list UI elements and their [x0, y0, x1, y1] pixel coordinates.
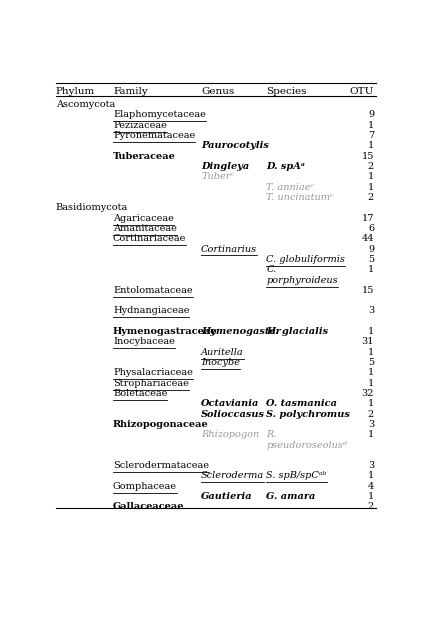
Text: C.
porphyroideus: C. porphyroideus	[266, 265, 338, 285]
Text: Scleroderma: Scleroderma	[201, 472, 264, 480]
Text: Basidiomycota: Basidiomycota	[56, 203, 128, 212]
Text: 15: 15	[362, 152, 374, 161]
Text: Sclerodermataceae: Sclerodermataceae	[113, 461, 209, 470]
Text: 4: 4	[368, 482, 374, 491]
Text: Ascomycota: Ascomycota	[56, 100, 115, 109]
Text: 1: 1	[368, 173, 374, 181]
Text: H. glacialis: H. glacialis	[266, 327, 328, 336]
Text: Inocybe: Inocybe	[201, 358, 240, 367]
Text: Amanitaceae: Amanitaceae	[113, 224, 177, 233]
Text: 2: 2	[368, 409, 374, 419]
Text: 1: 1	[368, 492, 374, 501]
Text: R.
pseudoroseolusᵈ: R. pseudoroseolusᵈ	[266, 430, 347, 450]
Text: 44: 44	[362, 234, 374, 243]
Text: 1: 1	[368, 472, 374, 480]
Text: O. tasmanica: O. tasmanica	[266, 399, 337, 408]
Text: 6: 6	[368, 224, 374, 233]
Text: 1: 1	[368, 121, 374, 130]
Text: G. amara: G. amara	[266, 492, 316, 501]
Text: Gallaceaceae: Gallaceaceae	[113, 502, 184, 511]
Text: 1: 1	[368, 183, 374, 192]
Text: 1: 1	[368, 430, 374, 439]
Text: Strophariaceae: Strophariaceae	[113, 379, 189, 388]
Text: 7: 7	[368, 131, 374, 140]
Text: 1: 1	[368, 141, 374, 150]
Text: Hymenogastraceae: Hymenogastraceae	[113, 327, 218, 336]
Text: Boletaceae: Boletaceae	[113, 389, 168, 398]
Text: 1: 1	[368, 368, 374, 378]
Text: 17: 17	[362, 214, 374, 222]
Text: Hymenogaster: Hymenogaster	[201, 327, 281, 336]
Text: Cortinariaceae: Cortinariaceae	[113, 234, 187, 243]
Text: Genus: Genus	[201, 87, 234, 96]
Text: C. globuliformis: C. globuliformis	[266, 255, 345, 264]
Text: 31: 31	[362, 338, 374, 346]
Text: Hydnangiaceae: Hydnangiaceae	[113, 307, 189, 315]
Text: S. polychromus: S. polychromus	[266, 409, 350, 419]
Text: 2: 2	[368, 193, 374, 202]
Text: 1: 1	[368, 348, 374, 357]
Text: 1: 1	[368, 379, 374, 388]
Text: 9: 9	[368, 245, 374, 254]
Text: 2: 2	[368, 502, 374, 511]
Text: Cortinarius: Cortinarius	[201, 245, 257, 254]
Text: Phylum: Phylum	[56, 87, 95, 96]
Text: Auritella: Auritella	[201, 348, 244, 357]
Text: Inocybaceae: Inocybaceae	[113, 338, 175, 346]
Text: Elaphomycetaceae: Elaphomycetaceae	[113, 110, 206, 120]
Text: Agaricaceae: Agaricaceae	[113, 214, 174, 222]
Text: 1: 1	[368, 265, 374, 274]
Text: Rhizopogon: Rhizopogon	[201, 430, 259, 439]
Text: Rhizopogonaceae: Rhizopogonaceae	[113, 420, 209, 429]
Text: 5: 5	[368, 358, 374, 367]
Text: Octaviania: Octaviania	[201, 399, 259, 408]
Text: 1: 1	[368, 399, 374, 408]
Text: Solioccasus: Solioccasus	[201, 409, 265, 419]
Text: T. uncinatumᶜ: T. uncinatumᶜ	[266, 193, 334, 202]
Text: 3: 3	[368, 307, 374, 315]
Text: 3: 3	[368, 461, 374, 470]
Text: 1: 1	[368, 327, 374, 336]
Text: Pyronemataceae: Pyronemataceae	[113, 131, 195, 140]
Text: Tuberᶜ: Tuberᶜ	[201, 173, 234, 181]
Text: OTU: OTU	[349, 87, 374, 96]
Text: Species: Species	[266, 87, 307, 96]
Text: Gomphaceae: Gomphaceae	[113, 482, 177, 491]
Text: Paurocotylis: Paurocotylis	[201, 141, 269, 150]
Text: Family: Family	[113, 87, 148, 96]
Text: Physalacriaceae: Physalacriaceae	[113, 368, 193, 378]
Text: 9: 9	[368, 110, 374, 120]
Text: Gautieria: Gautieria	[201, 492, 253, 501]
Text: T. anniaeᶜ: T. anniaeᶜ	[266, 183, 314, 192]
Text: Tuberaceae: Tuberaceae	[113, 152, 176, 161]
Text: S. spB/spCᵃᵇ: S. spB/spCᵃᵇ	[266, 472, 327, 480]
Text: 3: 3	[368, 420, 374, 429]
Text: 5: 5	[368, 255, 374, 264]
Text: 15: 15	[362, 286, 374, 295]
Text: 32: 32	[362, 389, 374, 398]
Text: D. spAᵃ: D. spAᵃ	[266, 162, 305, 171]
Text: Dingleya: Dingleya	[201, 162, 249, 171]
Text: Pezizaceae: Pezizaceae	[113, 121, 167, 130]
Text: Entolomataceae: Entolomataceae	[113, 286, 193, 295]
Text: 2: 2	[368, 162, 374, 171]
